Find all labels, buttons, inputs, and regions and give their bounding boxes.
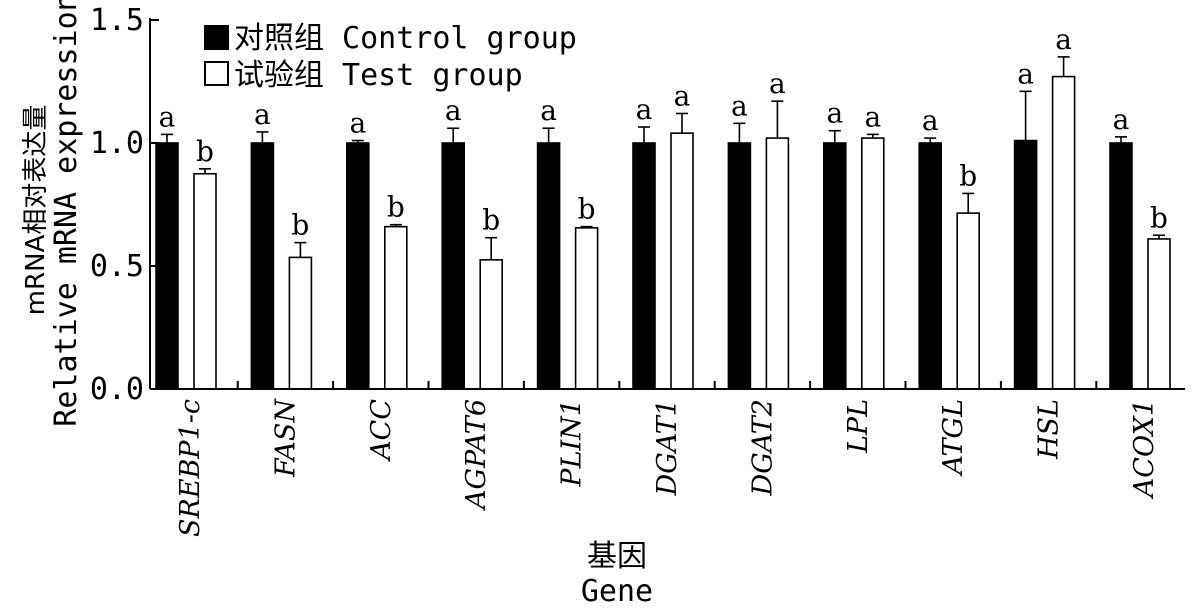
significance-label: b <box>959 159 977 192</box>
legend-swatch-test <box>204 61 229 86</box>
bar-test <box>574 227 599 390</box>
bar-test <box>1051 75 1076 390</box>
bar-control <box>918 142 943 390</box>
bar-control <box>250 142 275 390</box>
bar-control <box>536 142 561 390</box>
significance-label: b <box>291 209 309 242</box>
y-tick-label: 0.0 <box>90 372 144 407</box>
bar-control <box>1109 142 1133 390</box>
x-category-label: LPL <box>843 399 874 454</box>
legend-label-control: 对照组 Control group <box>234 21 577 56</box>
x-category-label: ACOX1 <box>1129 399 1160 500</box>
significance-label: b <box>387 191 405 224</box>
x-category-label: ATGL <box>938 399 969 478</box>
legend: 对照组 Control group 试验组 Test group <box>204 21 577 93</box>
x-category-label: DGAT2 <box>747 399 778 496</box>
bar-test <box>288 256 313 390</box>
significance-label: a <box>864 100 881 133</box>
x-category-label: SREBP1-c <box>175 399 206 537</box>
x-category-label: ACC <box>366 399 397 463</box>
x-axis: SREBP1-c FASN ACC AGPAT6 PLIN1 DGAT1 DGAT2 LPL A… <box>150 381 1185 537</box>
significance-label: a <box>540 94 557 127</box>
significance-label: a <box>826 97 843 130</box>
x-axis-title-en: Gene <box>581 574 653 609</box>
significance-label: b <box>578 193 596 226</box>
bar-test <box>670 132 694 390</box>
y-tick-label: 0.5 <box>90 249 144 284</box>
significance-label: a <box>674 79 691 112</box>
y-tick-label: 1.0 <box>90 126 144 161</box>
significance-label: b <box>196 135 214 168</box>
x-category-label: AGPAT6 <box>461 399 492 512</box>
bar-control <box>727 142 752 390</box>
x-axis-title: 基因 Gene <box>581 539 653 609</box>
significance-label: a <box>731 89 748 122</box>
x-category-label: FASN <box>270 398 301 478</box>
bar-control <box>1013 139 1038 390</box>
bar-control <box>155 142 179 390</box>
significance-label: a <box>1055 23 1072 56</box>
significance-label: a <box>922 104 939 137</box>
significance-label: b <box>1150 201 1168 234</box>
x-category-label: DGAT1 <box>652 399 683 496</box>
significance-label: a <box>445 94 462 127</box>
bar-test <box>383 225 408 390</box>
y-axis-title: mRNA相对表达量 Relative mRNA expression <box>21 0 84 427</box>
bar-control <box>441 142 466 390</box>
significance-label: a <box>349 107 366 140</box>
bar-test <box>765 137 790 390</box>
legend-label-test: 试验组 Test group <box>234 58 523 93</box>
significance-label: a <box>769 67 786 100</box>
bar-control <box>345 142 370 390</box>
significance-label: a <box>636 93 653 126</box>
x-category-label: PLIN1 <box>557 399 588 488</box>
significance-label: a <box>1113 103 1130 136</box>
bar-test <box>860 137 885 390</box>
y-axis-title-en: Relative mRNA expression <box>49 0 84 427</box>
x-axis-title-cn: 基因 <box>587 539 647 574</box>
significance-label: a <box>1017 57 1034 90</box>
bar-test <box>1147 238 1171 390</box>
x-category-label: HSL <box>1034 399 1065 460</box>
bar-test <box>956 212 981 390</box>
significance-label: b <box>482 204 500 237</box>
legend-swatch-control <box>204 25 229 50</box>
significance-label: a <box>254 98 271 131</box>
bar-control <box>822 142 847 390</box>
y-tick-label: 1.5 <box>90 3 144 38</box>
bar-test <box>479 259 504 390</box>
bar-control <box>632 142 656 390</box>
bar-test <box>193 172 217 390</box>
y-axis: 0.0 0.5 1.0 1.5 <box>90 3 159 407</box>
significance-label: a <box>159 100 176 133</box>
y-axis-title-cn: mRNA相对表达量 <box>21 105 51 316</box>
